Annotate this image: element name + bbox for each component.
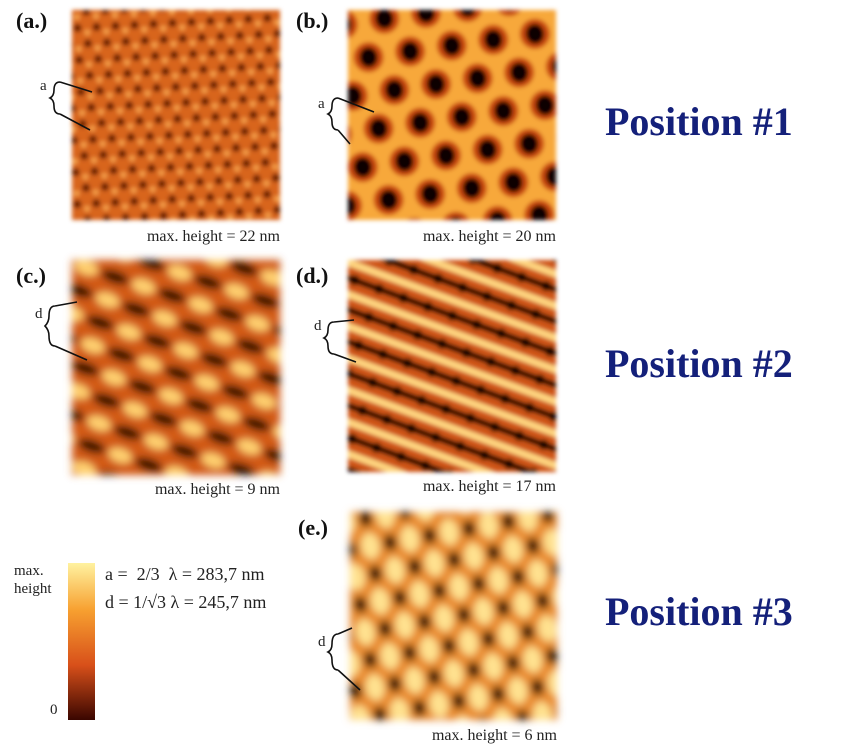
scale-label: d bbox=[318, 634, 326, 650]
panel-label: (c.) bbox=[16, 263, 46, 288]
caption: max. height = 9 nm bbox=[155, 481, 281, 498]
afm-image bbox=[348, 10, 556, 220]
colorbar-label: 0 bbox=[50, 702, 58, 718]
colorbar-label: height bbox=[14, 581, 52, 597]
panel-label: (d.) bbox=[296, 263, 328, 288]
scale-label: d bbox=[314, 318, 322, 334]
scale-label: a bbox=[40, 78, 47, 94]
caption: max. height = 20 nm bbox=[423, 228, 557, 245]
afm-image bbox=[72, 260, 280, 475]
panel-label: (a.) bbox=[16, 8, 47, 33]
panel-label: (b.) bbox=[296, 8, 328, 33]
formula: d = 1/√3 λ = 245,7 nm bbox=[105, 592, 266, 612]
caption: max. height = 6 nm bbox=[432, 727, 558, 744]
scale-label: a bbox=[318, 96, 325, 112]
caption: max. height = 22 nm bbox=[147, 228, 281, 245]
scale-label: d bbox=[35, 306, 43, 322]
position-label: Position #3 bbox=[605, 589, 793, 634]
afm-image bbox=[350, 512, 557, 720]
figure: (a.) (b.) (c.) (d.) (e.) max. height = 2… bbox=[0, 0, 841, 744]
formula: a = 2/3 λ = 283,7 nm bbox=[105, 564, 265, 584]
colorbar bbox=[68, 563, 95, 720]
position-label: Position #1 bbox=[605, 99, 793, 144]
afm-image bbox=[72, 10, 280, 220]
colorbar-label: max. bbox=[14, 563, 44, 579]
panel-label: (e.) bbox=[298, 515, 328, 540]
position-label: Position #2 bbox=[605, 341, 793, 386]
caption: max. height = 17 nm bbox=[423, 478, 557, 495]
afm-image bbox=[348, 260, 556, 472]
